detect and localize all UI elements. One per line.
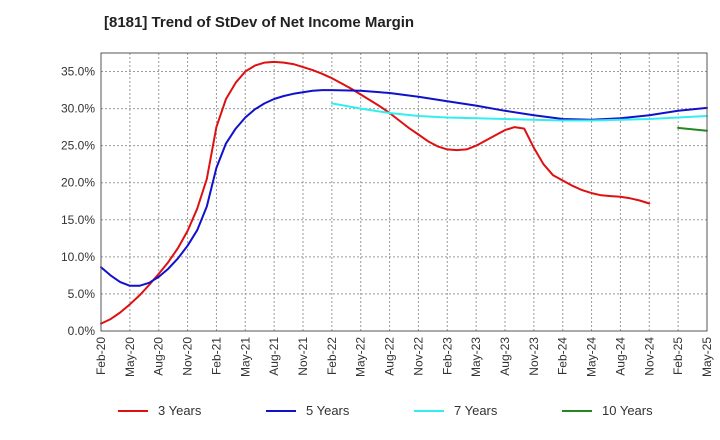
plot-border	[100, 52, 708, 332]
legend-label: 10 Years	[602, 403, 653, 418]
series-line	[100, 89, 708, 287]
legend-label: 5 Years	[306, 403, 350, 418]
legend-layer: 3 Years 5 Years 7 Years 10 Years	[118, 403, 653, 418]
x-tick-label: May-25	[700, 337, 714, 377]
series-line	[100, 60, 651, 325]
y-tick-label: 5.0%	[68, 287, 96, 301]
x-tick-label: Nov-22	[411, 337, 425, 376]
legend-label: 7 Years	[454, 403, 498, 418]
x-tick-label: Feb-21	[209, 337, 223, 375]
y-tick-label: 0.0%	[68, 324, 96, 338]
x-tick-label: Feb-23	[440, 337, 454, 375]
x-tick-label: Nov-23	[527, 337, 541, 376]
x-tick-label: May-23	[469, 337, 483, 377]
x-tick-label: Feb-25	[671, 337, 685, 375]
x-tick-label: Nov-21	[296, 337, 310, 376]
x-tick-label: Aug-23	[498, 337, 512, 376]
y-tick-label: 15.0%	[61, 213, 95, 227]
x-tick-label: Aug-22	[383, 337, 397, 376]
series-line	[330, 102, 708, 122]
y-tick-label: 25.0%	[61, 139, 95, 153]
x-tick-label: May-22	[354, 337, 368, 377]
y-tick-label: 20.0%	[61, 176, 95, 190]
x-tick-label: Aug-21	[267, 337, 281, 376]
x-tick-label: May-21	[238, 337, 252, 377]
x-tick-label: Aug-24	[613, 337, 627, 376]
x-tick-label: Feb-20	[94, 337, 108, 375]
series-line	[677, 126, 708, 132]
legend-label: 3 Years	[158, 403, 202, 418]
x-tick-label: Nov-20	[181, 337, 195, 376]
y-tick-label: 10.0%	[61, 250, 95, 264]
series-layer	[100, 60, 708, 325]
y-tick-label: 35.0%	[61, 65, 95, 79]
chart-title: [8181] Trend of StDev of Net Income Marg…	[104, 14, 415, 31]
x-tick-label: Nov-24	[642, 337, 656, 376]
axis-layer: 0.0% 5.0% 10.0% 15.0% 20.0% 25.0% 30.0% 35.0% Fe…	[61, 52, 714, 377]
x-tick-label: Feb-22	[325, 337, 339, 375]
y-tick-label: 30.0%	[61, 102, 95, 116]
x-tick-label: May-24	[585, 337, 599, 377]
x-tick-label: May-20	[123, 337, 137, 377]
x-tick-label: Aug-20	[152, 337, 166, 376]
x-tick-label: Feb-24	[556, 337, 570, 375]
